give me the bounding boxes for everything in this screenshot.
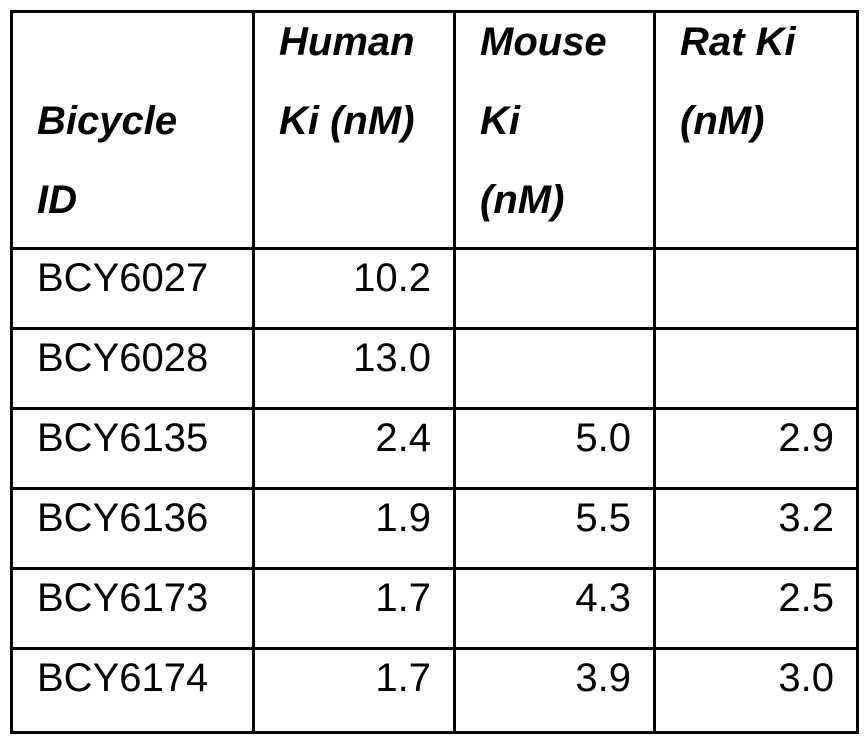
header-label: Human Ki (nM) (279, 3, 453, 161)
mouse-ki-cell: 4.3 (455, 569, 655, 649)
header-bicycle-id: Bicycle ID (12, 12, 254, 249)
rat-ki-cell (655, 329, 858, 409)
header-mouse-ki: Mouse Ki (nM) (455, 12, 655, 249)
header-label: Mouse Ki (nM) (480, 3, 653, 240)
table-row: BCY6135 2.4 5.0 2.9 (12, 409, 858, 489)
mouse-ki-cell (455, 249, 655, 329)
rat-ki-cell: 3.2 (655, 489, 858, 569)
rat-ki-cell: 2.5 (655, 569, 858, 649)
rat-ki-cell: 3.0 (655, 649, 858, 733)
human-ki-cell: 1.7 (254, 569, 455, 649)
table-row: BCY6028 13.0 (12, 329, 858, 409)
mouse-ki-cell: 3.9 (455, 649, 655, 733)
human-ki-cell: 10.2 (254, 249, 455, 329)
header-human-ki: Human Ki (nM) (254, 12, 455, 249)
header-row: Bicycle ID Human Ki (nM) Mouse Ki (nM) R… (12, 12, 858, 249)
header-label: Bicycle ID (37, 82, 252, 240)
header-rat-ki: Rat Ki (nM) (655, 12, 858, 249)
human-ki-cell: 13.0 (254, 329, 455, 409)
mouse-ki-cell: 5.0 (455, 409, 655, 489)
table-row: BCY6027 10.2 (12, 249, 858, 329)
table-row: BCY6174 1.7 3.9 3.0 (12, 649, 858, 733)
mouse-ki-cell: 5.5 (455, 489, 655, 569)
header-label: Rat Ki (nM) (680, 3, 856, 161)
ki-data-table: Bicycle ID Human Ki (nM) Mouse Ki (nM) R… (10, 10, 859, 734)
bicycle-id-cell: BCY6136 (12, 489, 254, 569)
mouse-ki-cell (455, 329, 655, 409)
human-ki-cell: 1.9 (254, 489, 455, 569)
bicycle-id-cell: BCY6028 (12, 329, 254, 409)
bicycle-id-cell: BCY6027 (12, 249, 254, 329)
rat-ki-cell: 2.9 (655, 409, 858, 489)
bicycle-id-cell: BCY6173 (12, 569, 254, 649)
human-ki-cell: 1.7 (254, 649, 455, 733)
human-ki-cell: 2.4 (254, 409, 455, 489)
bicycle-id-cell: BCY6135 (12, 409, 254, 489)
table-row: BCY6136 1.9 5.5 3.2 (12, 489, 858, 569)
table-row: BCY6173 1.7 4.3 2.5 (12, 569, 858, 649)
bicycle-id-cell: BCY6174 (12, 649, 254, 733)
rat-ki-cell (655, 249, 858, 329)
